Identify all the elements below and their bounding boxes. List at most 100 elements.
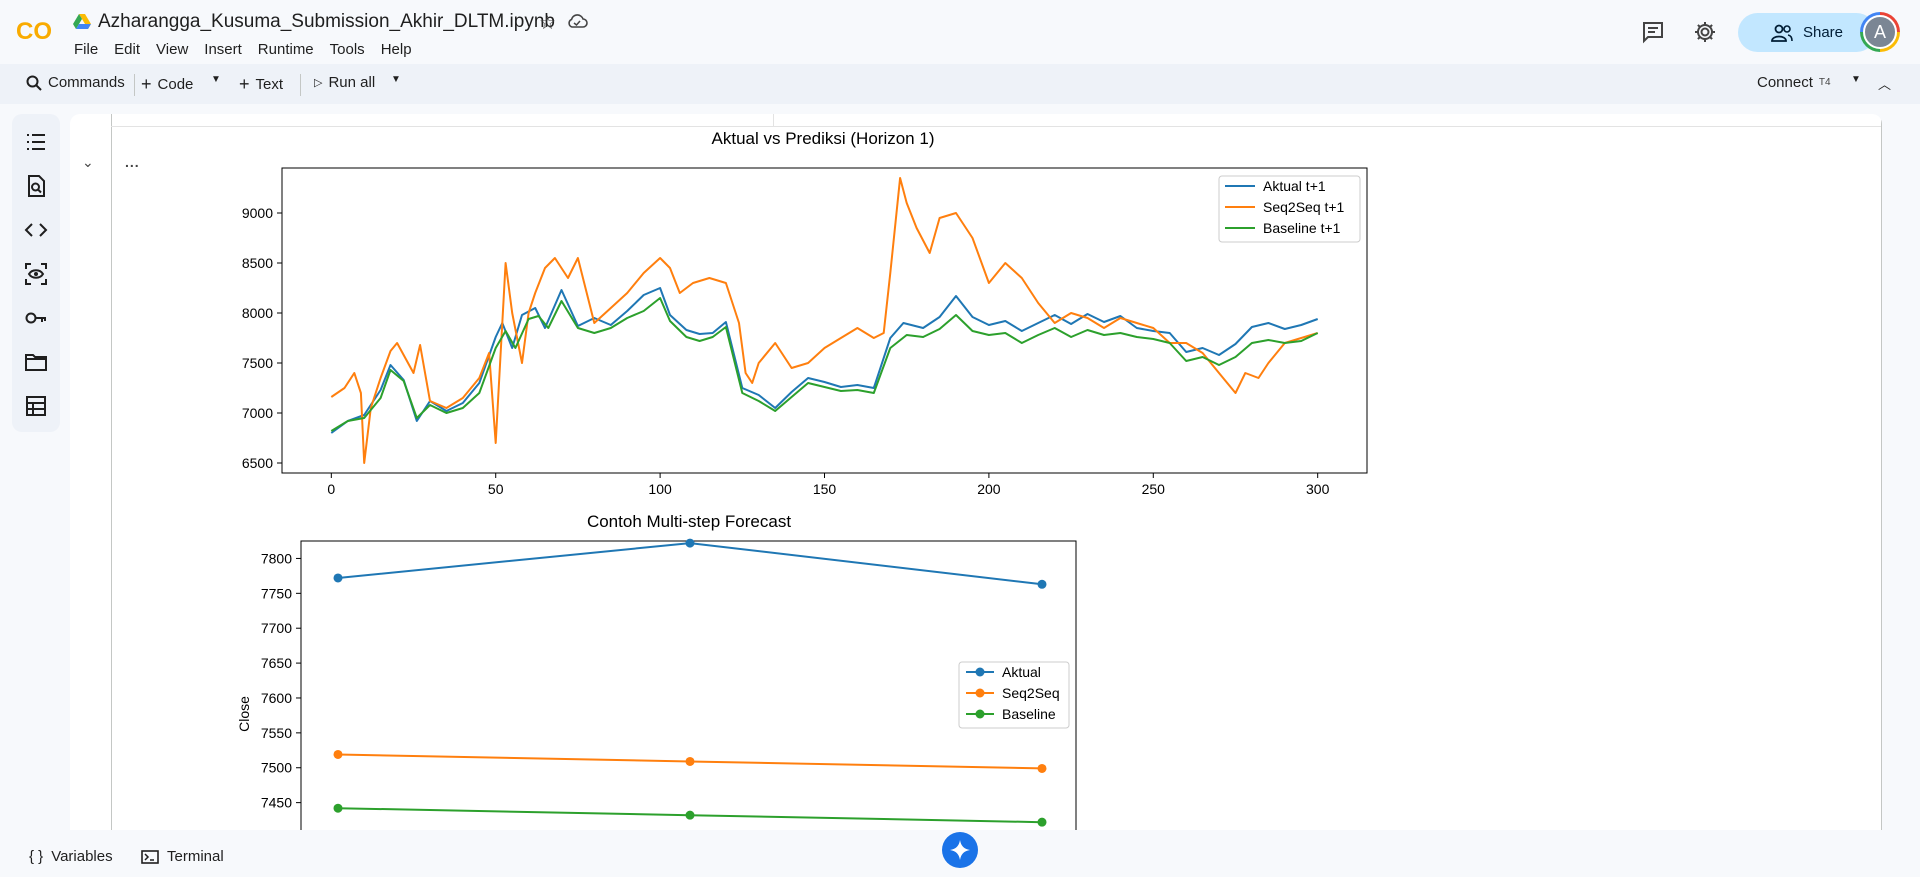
share-label: Share [1802,24,1844,41]
add-code-dropdown[interactable]: ▼ [211,74,221,85]
table-of-contents-icon[interactable] [24,130,48,154]
text-label: Text [255,76,284,93]
y-tick-label: 7800 [261,550,292,566]
y-tick-label: 7500 [261,760,292,776]
data-table-icon[interactable] [24,394,48,418]
connect-button[interactable]: Connect T4 [1757,74,1831,91]
y-tick-label: 7000 [242,405,273,421]
connect-label: Connect [1757,74,1813,91]
files-folder-icon[interactable] [24,350,48,374]
terminal-label: Terminal [167,848,224,865]
add-code-button[interactable]: + Code [141,74,193,95]
y-tick-label: 7750 [261,585,292,601]
code-label: Code [157,76,194,93]
chart-title: Aktual vs Prediksi (Horizon 1) [712,129,935,148]
run-all-label: Run all [328,74,376,91]
collapse-output-chevron-icon[interactable]: ⌄ [82,154,94,170]
gemini-assistant-button[interactable] [942,832,978,868]
plus-icon: + [239,74,250,94]
menu-help[interactable]: Help [380,41,412,58]
cell-border-left [111,114,112,830]
avatar[interactable]: A [1860,12,1900,52]
connect-dropdown[interactable]: ▼ [1851,74,1861,85]
colab-logo[interactable]: CO [16,18,58,42]
comments-icon[interactable] [1641,20,1665,44]
data-point [333,573,343,583]
commands-button[interactable]: Commands [26,74,125,91]
menu-bar: File Edit View Insert Runtime Tools Help [74,41,428,58]
notebook-toolbar: Commands + Code ▼ + Text ▷ Run all ▼ Con… [0,64,1920,104]
x-tick-label: 300 [1306,481,1330,497]
menu-tools[interactable]: Tools [329,41,365,58]
caret-down-icon: ▼ [1851,74,1861,85]
avatar-letter: A [1863,15,1897,49]
legend-box: Aktual t+1 Seq2Seq t+1 Baseline t+1 [1218,175,1361,243]
y-tick-label: 6500 [242,455,273,471]
sparkle-icon [950,840,970,860]
data-point [333,803,343,813]
legend-marker-seq2seq [975,688,985,698]
menu-edit[interactable]: Edit [114,41,141,58]
x-tick-label: 50 [488,481,504,497]
braces-icon: { } [29,848,44,865]
output-actions-menu[interactable]: ... [125,154,140,170]
cloud-saved-icon[interactable] [566,12,588,30]
menu-file[interactable]: File [74,41,99,58]
legend-label-aktual: Aktual [1002,664,1041,680]
legend-marker-aktual [975,667,985,677]
x-tick-label: 150 [813,481,837,497]
chart-title: Contoh Multi-step Forecast [587,512,791,531]
variable-inspector-icon[interactable] [24,262,48,286]
code-snippets-icon[interactable] [24,218,48,242]
terminal-button[interactable]: Terminal [141,848,224,865]
y-tick-label: 7600 [261,690,292,706]
data-point [685,810,695,820]
menu-insert[interactable]: Insert [204,41,242,58]
y-tick-label: 7500 [242,355,273,371]
y-tick-label: 7550 [261,725,292,741]
y-axis-label: Close [236,696,252,732]
search-icon [26,75,42,91]
menu-runtime[interactable]: Runtime [257,41,314,58]
chart-multistep: Contoh Multi-step Forecast Close 7450 750… [236,512,1077,830]
x-tick-label: 0 [327,481,335,497]
caret-down-icon: ▼ [211,74,221,85]
y-tick-label: 7650 [261,655,292,671]
share-button[interactable]: Share [1738,13,1876,52]
data-point [333,749,343,759]
y-tick-label: 7700 [261,620,292,636]
data-point [685,538,695,548]
collapse-toolbar-button[interactable]: ︿ [1878,74,1891,93]
variables-button[interactable]: { } Variables [29,848,113,865]
add-text-button[interactable]: + Text [239,74,283,95]
terminal-icon [141,849,159,864]
data-point [1037,579,1047,589]
y-tick-label: 8000 [242,305,273,321]
plus-icon: + [141,74,152,94]
y-tick-label: 8500 [242,255,273,271]
find-icon[interactable] [24,174,48,198]
cell-divider-tick [773,114,774,126]
secrets-key-icon[interactable] [24,306,48,330]
series-line-0 [330,287,1319,434]
menu-view[interactable]: View [156,41,189,58]
settings-gear-icon[interactable] [1693,20,1717,44]
run-all-dropdown[interactable]: ▼ [391,74,401,85]
star-icon[interactable]: ☆ [539,13,557,34]
x-tick-label: 200 [977,481,1001,497]
series-line-1 [330,177,1318,464]
toolbar-divider [134,74,135,96]
y-tick-label: 7450 [261,795,292,811]
legend-label-baseline: Baseline [1002,706,1056,722]
run-all-button[interactable]: ▷ Run all [314,74,375,91]
x-tick-label: 250 [1142,481,1166,497]
google-drive-icon [73,14,91,29]
toolbar-divider [300,74,301,96]
series-line-2 [330,297,1319,432]
data-point [685,756,695,766]
notebook-title[interactable]: Azharangga_Kusuma_Submission_Akhir_DLTM.… [98,11,555,32]
legend-box: Aktual Seq2Seq Baseline [958,661,1070,729]
cell-divider [111,126,1881,127]
play-icon: ▷ [314,77,323,89]
data-point [1037,817,1047,827]
